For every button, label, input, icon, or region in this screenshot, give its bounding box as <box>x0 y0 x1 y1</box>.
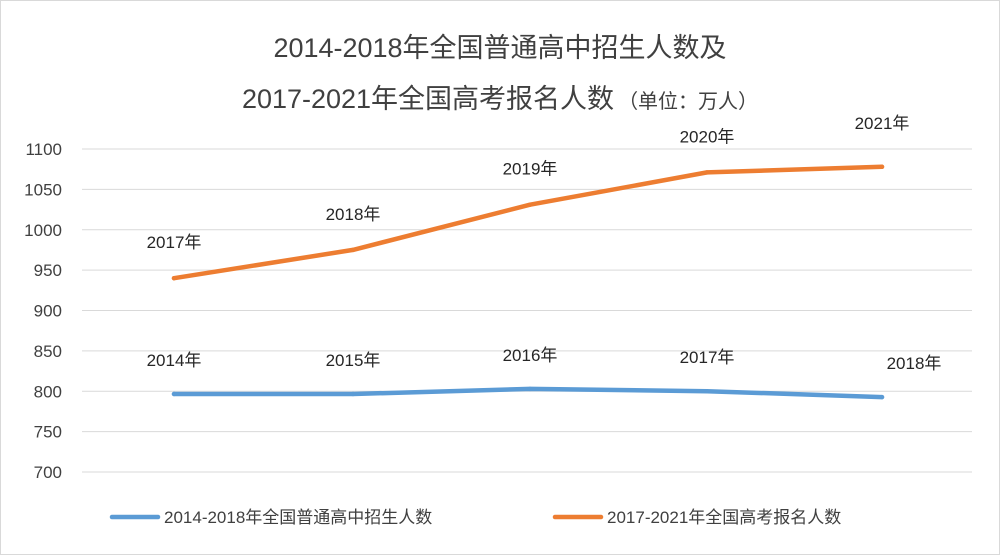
series-line-2 <box>171 164 885 281</box>
legend-label: 2014-2018年全国普通高中招生人数 <box>164 508 432 527</box>
y-axis: 1100 1050 1000 950 900 850 800 750 700 <box>24 140 62 482</box>
y-tick-label: 1050 <box>24 180 62 199</box>
data-point <box>879 164 885 169</box>
legend: 2014-2018年全国普通高中招生人数 2017-2021年全国高考报名人数 <box>109 508 841 527</box>
series-line-1 <box>171 386 885 400</box>
chart-title-main: 2017-2021年全国高考报名人数 <box>242 84 614 114</box>
data-label: 2018年 <box>326 205 381 224</box>
y-tick-label: 1100 <box>25 140 62 159</box>
y-tick-label: 800 <box>34 382 62 401</box>
data-point <box>350 247 356 253</box>
y-tick-label: 950 <box>34 261 62 280</box>
data-label: 2017年 <box>147 233 202 252</box>
data-point <box>704 170 710 175</box>
data-point <box>350 391 356 397</box>
chart-title-line2: 2017-2021年全国高考报名人数 （单位：万人） <box>242 84 758 114</box>
chart-title: 2014-2018年全国普通高中招生人数及 <box>273 33 726 63</box>
data-label: 2014年 <box>147 351 202 370</box>
y-tick-label: 750 <box>34 423 62 442</box>
data-label: 2021年 <box>855 114 910 133</box>
gridlines <box>82 148 972 473</box>
data-label: 2018年 <box>887 354 942 373</box>
data-point <box>527 386 533 392</box>
data-point <box>527 202 533 207</box>
plot-area: 2014年 2015年 2016年 2017年 2018年 2017年 2018年 2019年… <box>147 114 942 400</box>
data-label: 2017年 <box>680 348 735 367</box>
data-point <box>171 391 177 397</box>
y-tick-label: 850 <box>34 342 62 361</box>
chart-title-unit: （单位：万人） <box>618 90 758 113</box>
data-point <box>879 394 885 400</box>
y-tick-label: 900 <box>34 302 62 321</box>
data-label: 2016年 <box>503 346 558 365</box>
data-label: 2020年 <box>680 127 735 146</box>
data-point <box>704 389 710 394</box>
data-point <box>171 276 177 281</box>
y-tick-label: 1000 <box>24 221 62 240</box>
y-tick-label: 700 <box>34 463 62 482</box>
data-label: 2019年 <box>503 160 558 179</box>
legend-label: 2017-2021年全国高考报名人数 <box>607 508 841 527</box>
data-label: 2015年 <box>326 351 381 370</box>
